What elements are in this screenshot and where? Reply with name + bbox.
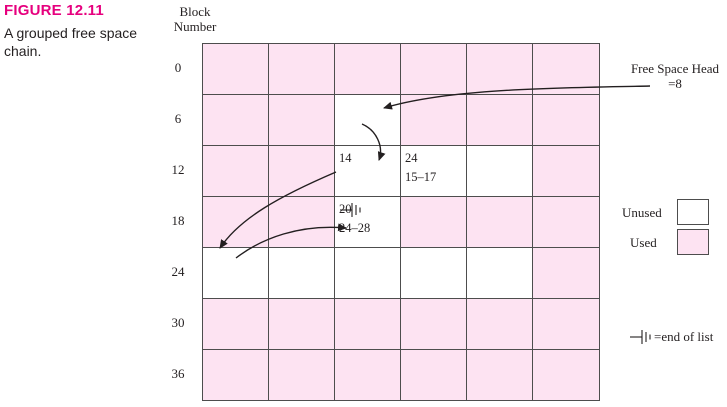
block-40 [466,349,533,401]
row-label-12: 12 [171,161,185,177]
block-grid: 14 24 15–17 20 24–28 [202,43,600,401]
block-24 [202,247,269,299]
block-13 [268,145,335,197]
row-label-18: 18 [171,212,185,228]
block-41 [532,349,600,401]
legend-unused-label: Unused [622,205,662,220]
block-27 [400,247,467,299]
block-30 [202,298,269,350]
block-37 [268,349,335,401]
row-label-36: 36 [171,365,185,381]
block-14-contents: 14 [339,150,352,166]
legend-used-swatch [677,229,709,255]
block-36 [202,349,269,401]
block-20-line-1: 24–28 [339,221,371,235]
block-18 [202,196,269,248]
block-22 [466,196,533,248]
row-label-6: 6 [174,110,182,126]
block-2 [334,43,401,95]
block-number-heading: Block Number [173,4,217,34]
block-23 [532,196,600,248]
figure-caption: A grouped free space chain. [4,25,138,59]
block-20-line-0: 20 [339,202,352,216]
block-10 [466,94,533,146]
block-26 [334,247,401,299]
block-32 [334,298,401,350]
block-3 [400,43,467,95]
row-label-24: 24 [171,263,185,279]
block-29 [532,247,600,299]
block-21 [400,196,467,248]
block-9 [400,94,467,146]
block-1 [268,43,335,95]
block-17 [532,145,600,197]
block-5 [532,43,600,95]
end-of-list-marker-icon [340,203,361,217]
block-4 [466,43,533,95]
block-14-line-0: 14 [339,151,352,165]
block-16 [466,145,533,197]
row-label-0: 0 [174,59,182,75]
legend-used-label: Used [630,235,657,250]
block-8 [334,94,401,146]
block-15-line-1: 15–17 [405,170,437,184]
block-39 [400,349,467,401]
legend-unused-swatch [677,199,709,225]
block-25 [268,247,335,299]
free-space-head-label: Free Space Head =8 [630,61,720,91]
block-31 [268,298,335,350]
block-28 [466,247,533,299]
block-15-line-0: 24 [405,151,418,165]
block-34 [466,298,533,350]
block-15-contents: 24 15–17 [405,150,436,185]
block-19 [268,196,335,248]
block-7 [268,94,335,146]
block-38 [334,349,401,401]
row-label-30: 30 [171,314,185,330]
block-6 [202,94,269,146]
block-15 [400,145,467,197]
block-12 [202,145,269,197]
block-0 [202,43,269,95]
end-of-list-label: =end of list [654,329,714,344]
block-35 [532,298,600,350]
block-11 [532,94,600,146]
end-of-list-icon [630,330,651,344]
block-33 [400,298,467,350]
figure-number: FIGURE 12.11 [4,2,104,19]
